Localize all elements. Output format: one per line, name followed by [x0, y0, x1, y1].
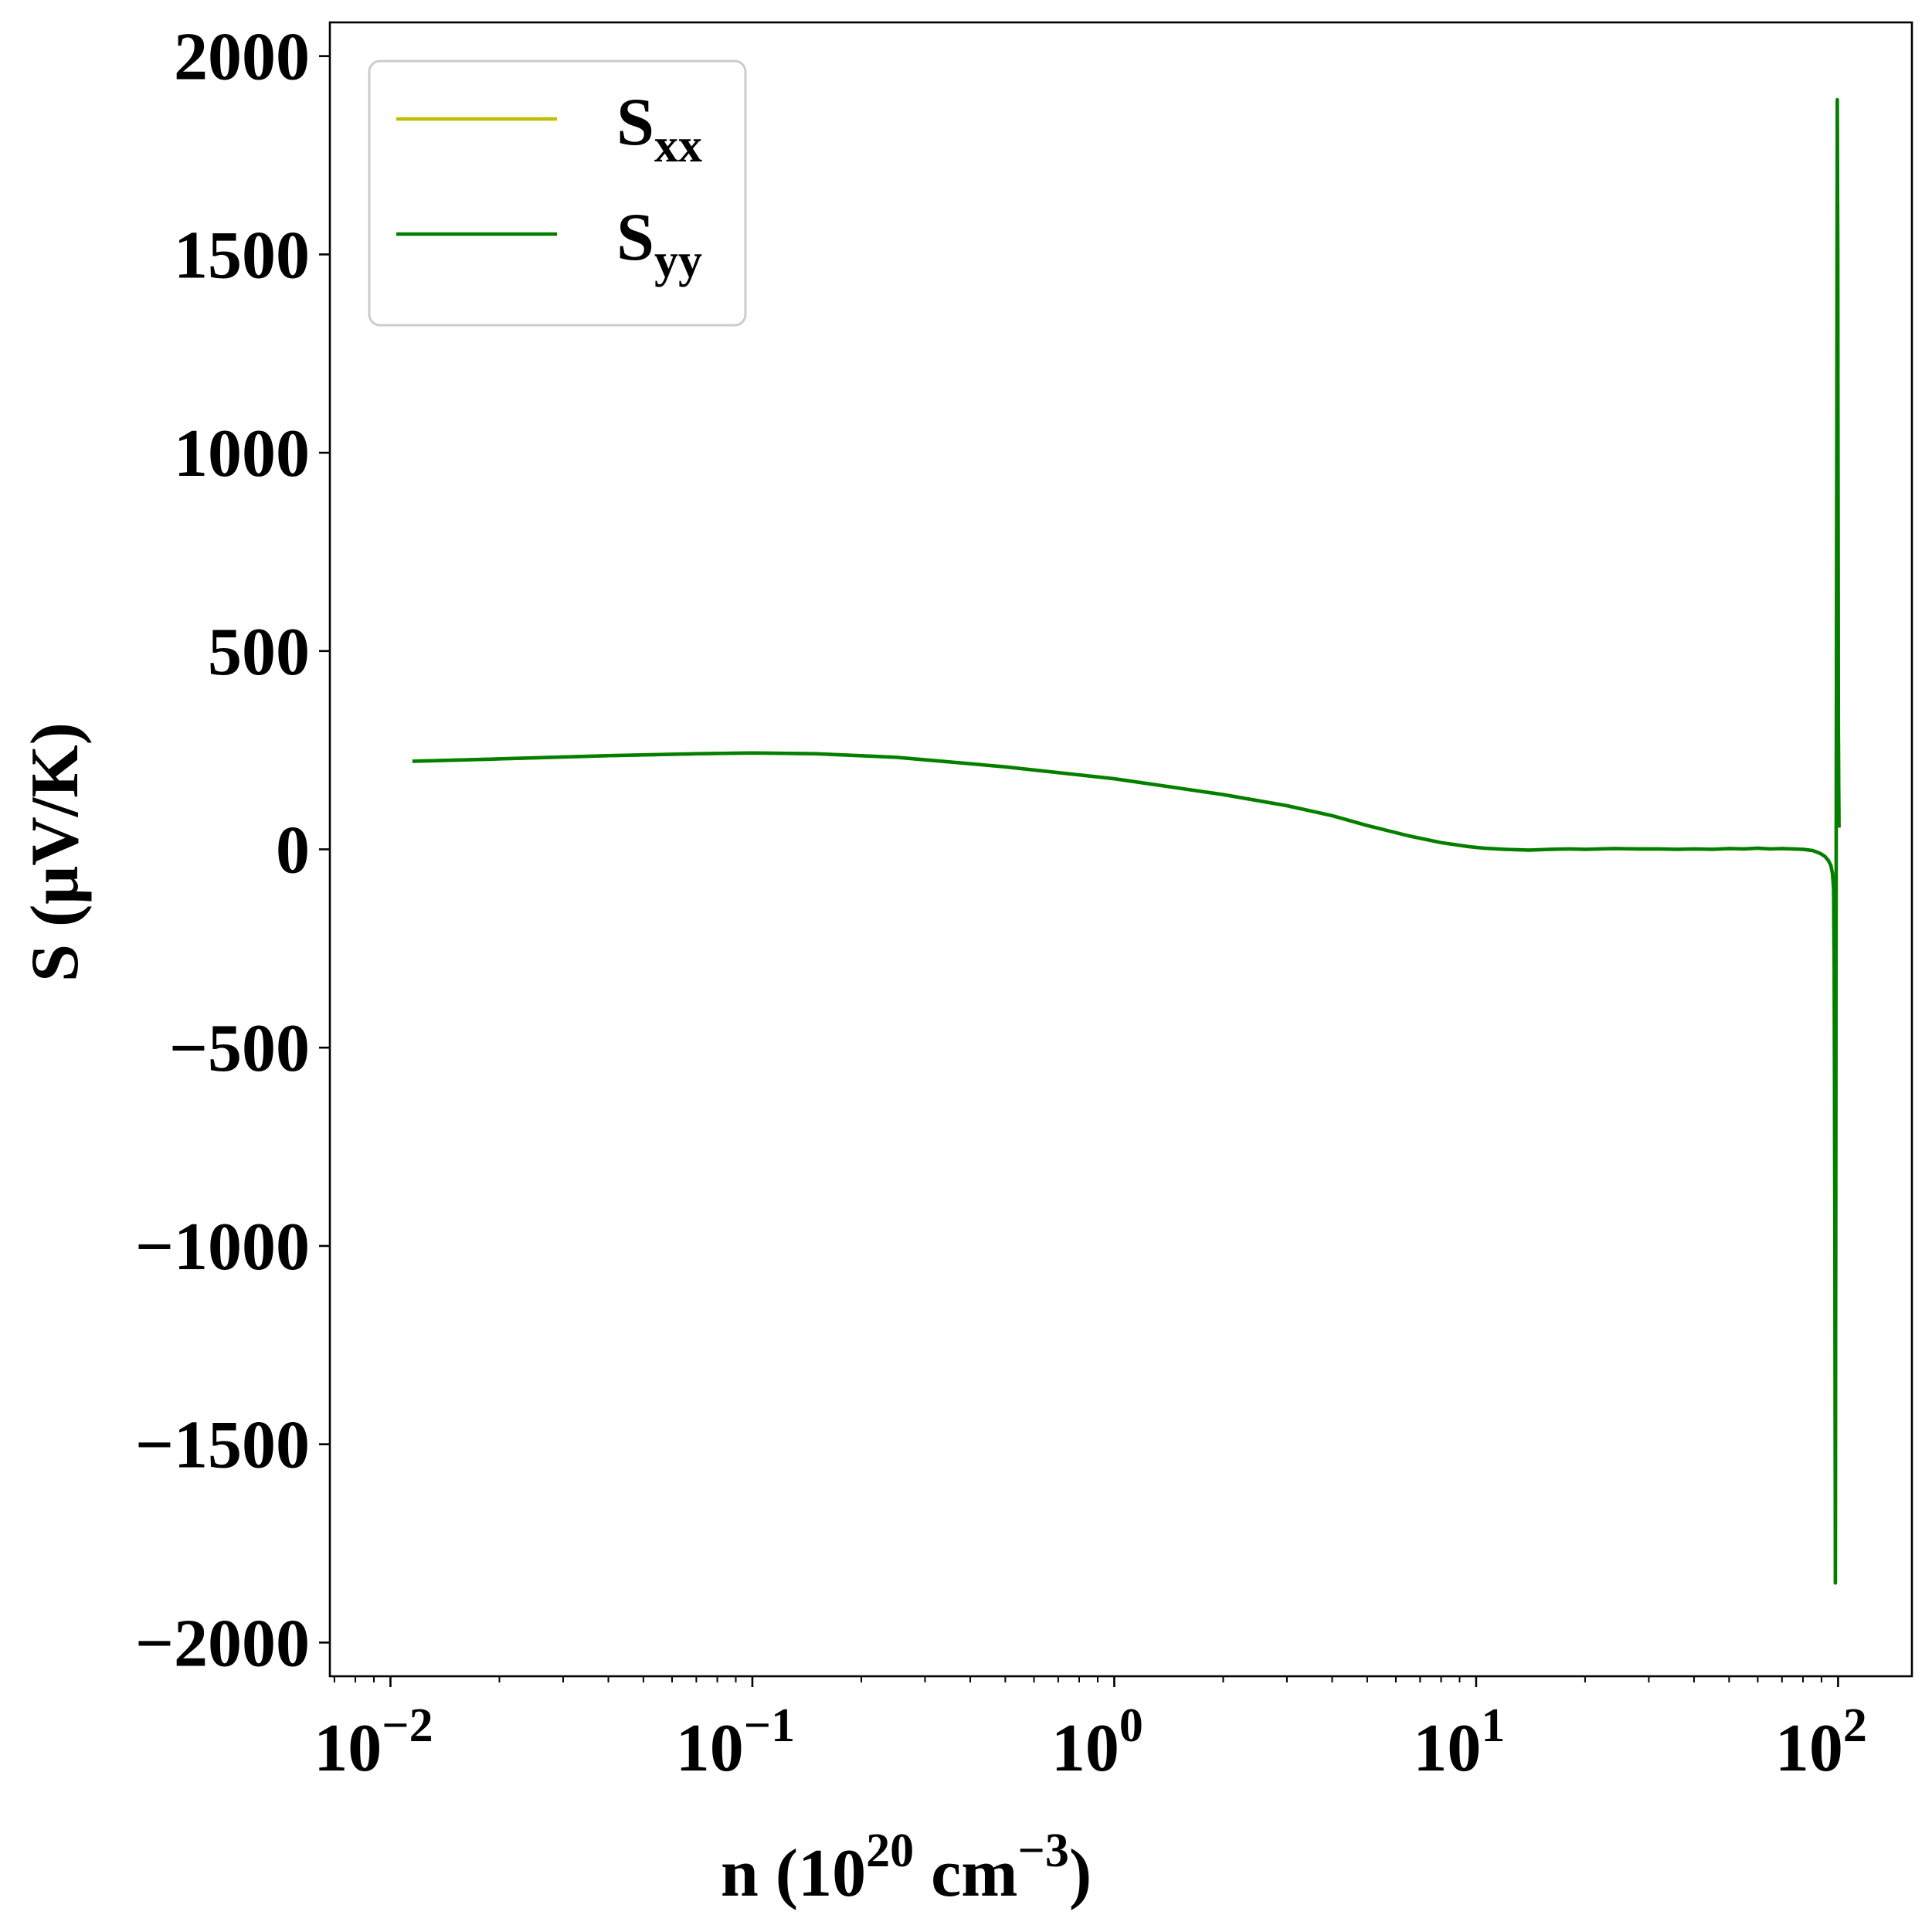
x-tick-label: 10−1	[676, 1699, 795, 1786]
y-tick-label: 2000	[174, 20, 310, 95]
y-tick-label: −1000	[135, 1210, 310, 1285]
legend: Sxx Syy	[368, 59, 747, 327]
legend-label-syy: Syy	[616, 200, 702, 287]
y-tick-label: −1500	[135, 1408, 310, 1483]
y-axis-label: S (μV/K)	[18, 722, 93, 982]
x-axis-label: n (1020 cm−3)	[721, 1825, 1092, 1911]
x-axis-label-pre: n (10	[721, 1836, 866, 1911]
y-tick-label: −2000	[135, 1606, 310, 1681]
x-axis-label-mid: cm	[914, 1836, 1017, 1911]
x-tick-label: 101	[1413, 1699, 1505, 1786]
axes-frame	[328, 21, 1913, 1678]
y-tick-label: 1500	[174, 218, 310, 293]
y-tick-label: −500	[169, 1011, 310, 1086]
x-tick-label: 100	[1051, 1699, 1143, 1786]
y-tick-label: 0	[276, 813, 310, 888]
x-tick-label: 10−2	[314, 1699, 433, 1786]
x-axis-label-post: )	[1069, 1836, 1092, 1911]
x-tick-label: 102	[1775, 1699, 1867, 1786]
x-axis-label-sup1: 20	[866, 1825, 914, 1877]
legend-label-sxx: Sxx	[616, 85, 702, 172]
y-tick-label: 500	[208, 615, 310, 690]
y-tick-label: 1000	[174, 416, 310, 491]
legend-box	[368, 59, 747, 327]
x-axis-label-sup2: −3	[1017, 1825, 1068, 1877]
series-layer	[412, 97, 1841, 1585]
series-line-yy	[412, 97, 1841, 1585]
